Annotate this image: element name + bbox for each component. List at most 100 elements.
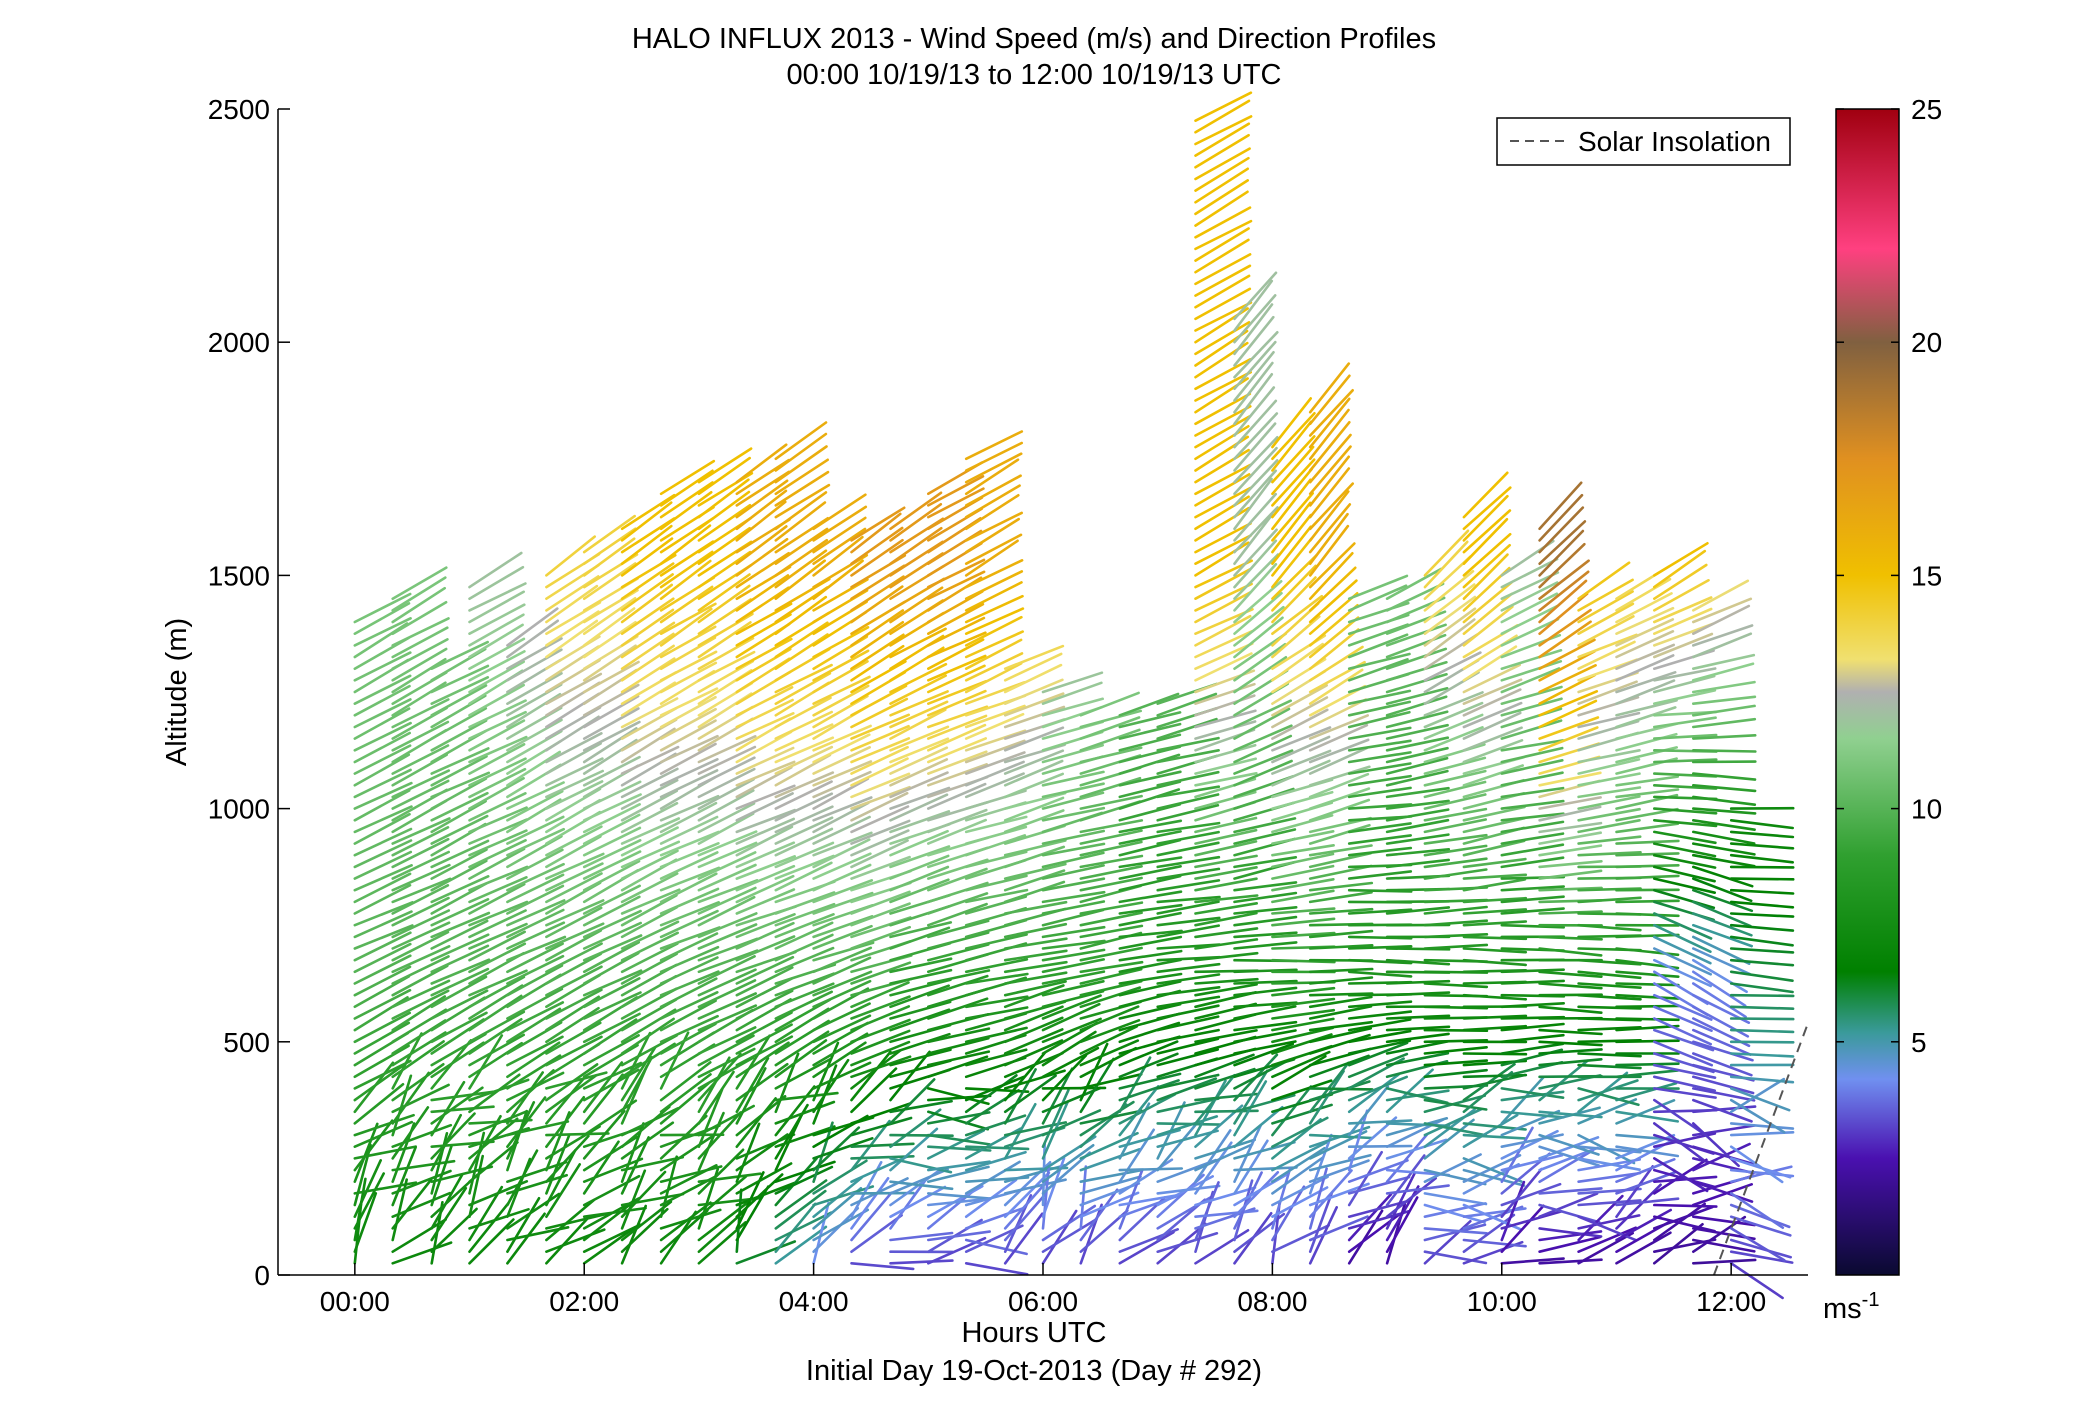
wind-barb [1462, 878, 1527, 892]
y-tick-label: 2500 [208, 94, 270, 125]
wind-barb [774, 549, 828, 589]
wind-barb [812, 879, 874, 904]
wind-barb [430, 1041, 485, 1079]
wind-barb [1538, 1110, 1603, 1119]
wind-barb [1118, 1230, 1175, 1265]
wind-barb [620, 1105, 671, 1148]
wind-barb [545, 1216, 590, 1265]
wind-barb [964, 1087, 1030, 1093]
wind-barb [1079, 1168, 1143, 1183]
wind-barb [964, 995, 1029, 1009]
wind-barb [1462, 663, 1521, 694]
wind-barb [926, 689, 987, 717]
wind-barb [1692, 888, 1754, 913]
wind-barb [697, 1111, 725, 1172]
wind-barb [1577, 640, 1636, 671]
wind-barb [1233, 616, 1284, 659]
wind-barb [850, 819, 911, 845]
wind-barb [1729, 947, 1795, 954]
wind-barb [391, 769, 451, 799]
wind-barb [697, 851, 757, 880]
wind-barb [468, 650, 526, 682]
wind-barb [889, 1108, 942, 1148]
wind-barb [774, 538, 829, 577]
wind-barb [1079, 1005, 1140, 1032]
wind-barb [430, 675, 490, 706]
wind-barb [964, 1150, 1027, 1172]
wind-barb [1194, 321, 1251, 356]
wind-barb [774, 458, 830, 496]
wind-barb [1538, 520, 1587, 566]
wind-barb [430, 989, 489, 1020]
wind-barb [1462, 1157, 1523, 1183]
wind-barb [1692, 680, 1756, 694]
wind-barb [1653, 667, 1717, 682]
wind-barb [582, 1200, 635, 1242]
wind-barb [812, 724, 872, 752]
wind-barb [889, 845, 951, 869]
wind-barb [1347, 958, 1413, 965]
wind-barb [391, 576, 447, 612]
wind-barb [1194, 911, 1258, 927]
wind-barb [1538, 1058, 1603, 1067]
wind-barb [926, 558, 986, 589]
wind-barb [812, 924, 873, 950]
wind-barb [1347, 803, 1413, 810]
wind-barb [620, 952, 678, 985]
wind-barb [1692, 1075, 1755, 1095]
wind-barb [964, 712, 1025, 740]
wind-barb [1156, 973, 1221, 985]
wind-barb [889, 708, 947, 740]
wind-barb [1577, 982, 1642, 990]
wind-barb [545, 835, 602, 869]
wind-barb [659, 687, 719, 717]
wind-barb [1500, 685, 1563, 706]
wind-barb [1615, 822, 1680, 834]
wind-barb [1500, 659, 1563, 682]
wind-barb [1194, 1181, 1220, 1242]
wind-barb [1692, 877, 1753, 903]
wind-barb [1003, 880, 1066, 904]
wind-barb [1233, 828, 1297, 845]
wind-barb [1194, 274, 1251, 309]
wind-barb [620, 501, 673, 542]
wind-barb [926, 714, 988, 740]
wind-barb [1538, 592, 1589, 636]
wind-barb [1615, 629, 1675, 659]
wind-barb [1729, 970, 1794, 983]
wind-barb [1194, 91, 1253, 122]
wind-barb [582, 720, 641, 752]
wind-barb [926, 1027, 991, 1044]
wind-barb [1118, 1228, 1179, 1253]
wind-barb [659, 990, 719, 1020]
wind-barb [735, 841, 796, 869]
wind-barb [582, 884, 642, 915]
wind-barb [812, 1201, 830, 1265]
wind-barb [1462, 592, 1513, 636]
wind-barb [1577, 748, 1641, 764]
wind-barb [506, 935, 567, 962]
wind-barb [1538, 859, 1603, 869]
wind-barb [1194, 473, 1251, 507]
wind-barb [1692, 900, 1752, 928]
wind-barb [774, 1179, 828, 1218]
wind-barb [1308, 1133, 1374, 1140]
wind-barb [812, 745, 872, 775]
wind-barb [1347, 1000, 1413, 1009]
wind-barb [1653, 853, 1717, 869]
wind-barb [582, 607, 636, 647]
wind-barb [697, 777, 755, 810]
wind-barb [1423, 833, 1488, 845]
wind-barb [1194, 264, 1252, 297]
wind-barb [889, 758, 949, 787]
wind-barb [850, 526, 904, 566]
wind-barb [1500, 907, 1565, 915]
wind-barb [1194, 1138, 1256, 1160]
wind-barb [430, 911, 491, 939]
wind-barb [889, 771, 949, 799]
wind-barb [1156, 717, 1218, 740]
wind-barb [1538, 481, 1583, 531]
wind-barb [1271, 1186, 1329, 1218]
wind-barb [1385, 833, 1450, 845]
